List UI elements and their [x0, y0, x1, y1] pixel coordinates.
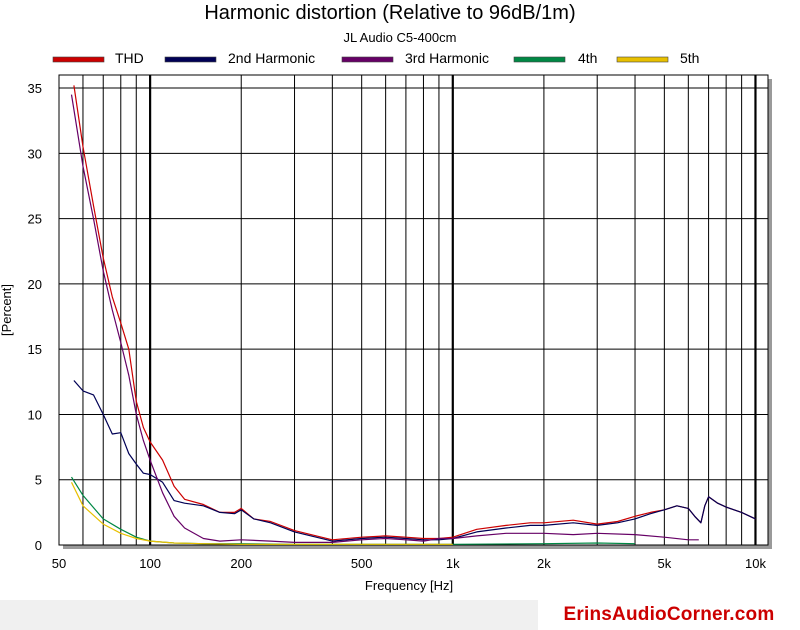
y-tick-label: 25 — [28, 212, 42, 227]
series-layer — [70, 85, 756, 545]
y-axis-ticks: 0 5 10 15 20 25 30 35 — [28, 81, 42, 553]
x-tick-label: 1k — [446, 556, 460, 571]
legend-label: 2nd Harmonic — [228, 50, 315, 66]
legend-swatch-5th — [616, 56, 669, 63]
x-axis-label: Frequency [Hz] — [365, 578, 453, 593]
plot-area — [58, 74, 772, 549]
x-tick-label: 5k — [657, 556, 671, 571]
series-line-2nd-harmonic — [73, 380, 756, 542]
y-tick-label: 20 — [28, 277, 42, 292]
legend-swatch-2nd-harmonic — [164, 56, 217, 63]
legend-swatch-4th — [513, 56, 566, 63]
y-tick-label: 5 — [35, 473, 42, 488]
legend-label: 5th — [680, 50, 699, 66]
plot-background — [58, 74, 769, 546]
legend-label: 4th — [578, 50, 597, 66]
series-line-5th — [70, 482, 453, 545]
chart-title: Harmonic distortion (Relative to 96dB/1m… — [204, 2, 575, 24]
x-tick-label: 200 — [230, 556, 252, 571]
y-tick-label: 35 — [28, 81, 42, 96]
x-tick-label: 10k — [745, 556, 766, 571]
site-watermark[interactable]: ErinsAudioCorner.com — [538, 600, 800, 630]
y-tick-label: 10 — [28, 407, 42, 422]
y-tick-label: 15 — [28, 342, 42, 357]
series-line-3rd-harmonic — [70, 94, 699, 544]
grid-lines — [59, 75, 768, 545]
legend-swatch-3rd-harmonic — [341, 56, 394, 63]
y-tick-label: 0 — [35, 538, 42, 553]
legend-swatch-thd — [52, 56, 105, 63]
x-tick-label: 100 — [139, 556, 161, 571]
legend-label: THD — [115, 50, 144, 66]
harmonic-distortion-chart: Harmonic distortion (Relative to 96dB/1m… — [0, 2, 772, 593]
legend-label: 3rd Harmonic — [405, 50, 489, 66]
y-tick-label: 30 — [28, 146, 42, 161]
x-tick-label: 50 — [52, 556, 66, 571]
x-axis-ticks: 50 100 200 500 1k 2k 5k 10k — [52, 556, 767, 571]
chart-legend: THD 2nd Harmonic 3rd Harmonic 4th 5th — [52, 50, 699, 66]
x-tick-label: 2k — [537, 556, 551, 571]
y-axis-label: [Percent] — [0, 284, 14, 336]
x-tick-label: 500 — [351, 556, 373, 571]
chart-subtitle: JL Audio C5-400cm — [344, 30, 457, 45]
